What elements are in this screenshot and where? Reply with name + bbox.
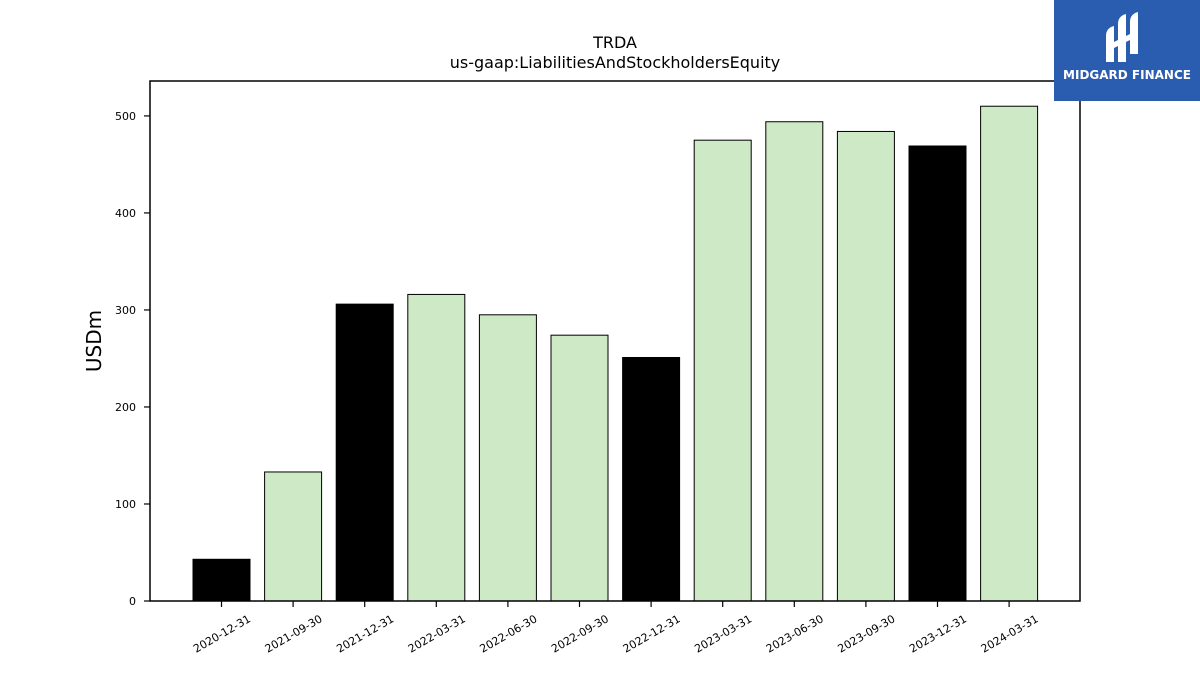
x-tick-label: 2023-06-30 xyxy=(764,612,826,655)
plot-frame xyxy=(149,80,1081,602)
bar-2020-12-31 xyxy=(192,558,251,602)
bar-2024-03-31 xyxy=(980,105,1039,602)
bar-2022-12-31 xyxy=(622,356,681,602)
y-axis-ticks: 0 100 200 300 400 500 xyxy=(115,110,150,608)
bar-2023-03-31 xyxy=(693,139,752,602)
x-tick-label: 2022-03-31 xyxy=(406,612,468,655)
bar-2022-09-30 xyxy=(550,334,609,602)
bar-2022-03-31 xyxy=(407,293,466,602)
bar-2023-06-30 xyxy=(765,121,824,602)
y-tick-label: 300 xyxy=(115,304,136,317)
x-tick-label: 2023-09-30 xyxy=(836,612,898,655)
x-axis-ticks: 2020-12-31 2021-09-30 2021-12-31 2022-03-31… xyxy=(191,601,1041,656)
x-tick-label: 2022-06-30 xyxy=(478,612,540,655)
bar-2023-12-31 xyxy=(908,145,967,602)
x-tick-label: 2021-12-31 xyxy=(334,612,396,655)
bar-2021-09-30 xyxy=(264,471,323,602)
y-tick-label: 100 xyxy=(115,498,136,511)
bar-2021-12-31 xyxy=(335,303,394,602)
y-axis-label: USDm xyxy=(82,310,106,372)
chart-title: TRDA xyxy=(592,33,637,52)
chart-subtitle: us-gaap:LiabilitiesAndStockholdersEquity xyxy=(450,53,781,72)
x-tick-label: 2023-03-31 xyxy=(692,612,754,655)
bar-2022-06-30 xyxy=(478,314,537,602)
midgard-logo-icon xyxy=(1106,12,1138,62)
x-tick-label: 2020-12-31 xyxy=(191,612,253,655)
brand-logo: MIDGARD FINANCE xyxy=(1054,0,1200,101)
x-tick-label: 2023-12-31 xyxy=(907,612,969,655)
brand-name: MIDGARD FINANCE xyxy=(1063,68,1191,82)
x-tick-label: 2022-12-31 xyxy=(621,612,683,655)
x-tick-label: 2022-09-30 xyxy=(549,612,611,655)
bar-2023-09-30 xyxy=(836,130,895,602)
x-tick-label: 2021-09-30 xyxy=(263,612,325,655)
y-tick-label: 400 xyxy=(115,207,136,220)
bars-group xyxy=(192,105,1039,602)
y-tick-label: 0 xyxy=(129,595,136,608)
x-tick-label: 2024-03-31 xyxy=(979,612,1041,655)
y-tick-label: 500 xyxy=(115,110,136,123)
y-tick-label: 200 xyxy=(115,401,136,414)
